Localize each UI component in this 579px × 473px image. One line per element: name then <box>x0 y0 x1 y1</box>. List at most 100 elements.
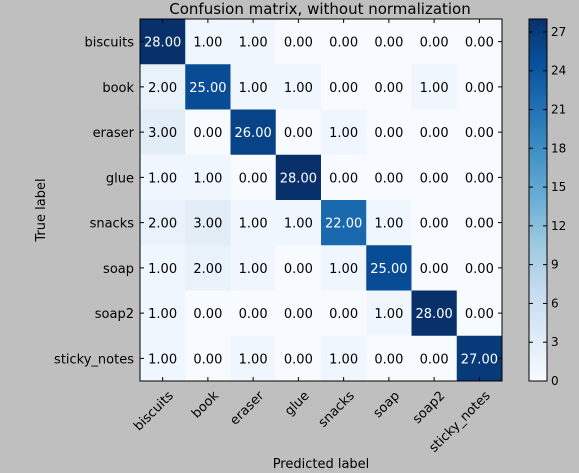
cell-value-label: 3.00 <box>193 217 222 232</box>
heatmap-cell <box>230 245 277 291</box>
cell-value-label: 0.00 <box>284 36 313 51</box>
cell-value-label: 0.00 <box>193 352 222 367</box>
heatmap-cell <box>366 245 412 291</box>
cell-value-label: 1.00 <box>374 217 403 232</box>
x-tick-label: book <box>189 388 222 421</box>
colorbar-tick-label: 9 <box>551 258 559 272</box>
heatmap-cell <box>366 64 412 110</box>
cell-value-label: 1.00 <box>420 81 449 96</box>
heatmap-cell <box>321 290 367 337</box>
heatmap-cell <box>230 154 277 201</box>
cell-value-label: 0.00 <box>420 36 449 51</box>
cell-value-label: 0.00 <box>374 36 403 51</box>
cell-value-label: 0.00 <box>465 307 494 322</box>
heatmap-cell <box>366 335 412 382</box>
heatmap-cell <box>275 200 322 246</box>
heatmap-cell <box>140 335 186 382</box>
cell-value-label: 1.00 <box>148 262 177 277</box>
heatmap-cell <box>456 200 503 246</box>
colorbar-tick-label: 24 <box>551 64 566 78</box>
y-tick-labels: biscuits book eraser glue snacks soap soap2 sti… <box>54 36 502 367</box>
colorbar-tick-label: 27 <box>551 25 566 39</box>
plot-frame <box>139 18 503 382</box>
heatmap-cell <box>321 154 367 201</box>
cell-value-label: 25.00 <box>189 81 226 96</box>
x-tick-label: eraser <box>227 388 267 428</box>
heatmap-cell <box>411 245 458 291</box>
heatmap-cell <box>411 290 458 337</box>
cell-value-label: 3.00 <box>148 126 177 141</box>
heatmap-cell <box>321 64 367 110</box>
heatmap-cell <box>230 109 277 156</box>
x-tick-label: soap2 <box>410 389 448 427</box>
colorbar: 0 3 6 9 12 15 18 21 24 27 <box>528 18 566 388</box>
cell-value-label: 1.00 <box>239 36 268 51</box>
heatmap-cell <box>411 200 458 246</box>
heatmap-cell <box>230 290 277 337</box>
heatmap-cell <box>411 109 458 156</box>
cell-value-label: 28.00 <box>144 36 181 51</box>
y-tick-label: biscuits <box>84 36 134 51</box>
cell-value-label: 1.00 <box>148 307 177 322</box>
y-tick-label: soap2 <box>95 307 134 322</box>
colorbar-tick-label: 15 <box>551 180 566 194</box>
heatmap-cell <box>140 200 186 246</box>
cell-value-label: 0.00 <box>329 307 358 322</box>
heatmap-cell <box>275 290 322 337</box>
colorbar-tick-label: 0 <box>551 374 559 388</box>
heatmap-cell <box>411 64 458 110</box>
cell-value-label: 0.00 <box>420 171 449 186</box>
heatmap-cell <box>185 245 231 291</box>
cell-value-label: 1.00 <box>239 352 268 367</box>
y-tick-label: snacks <box>90 217 135 232</box>
y-tick-label: eraser <box>93 126 135 141</box>
colorbar-gradient <box>528 18 548 382</box>
heatmap-cell <box>411 154 458 201</box>
colorbar-tick-label: 6 <box>551 296 559 310</box>
cell-value-label: 1.00 <box>239 217 268 232</box>
cell-value-label: 22.00 <box>325 217 362 232</box>
heatmap-cell <box>366 154 412 201</box>
heatmap-cell <box>456 64 503 110</box>
heatmap-cell <box>185 200 231 246</box>
heatmap-cell <box>230 64 277 110</box>
heatmap-cell <box>140 245 186 291</box>
heatmap-cell <box>366 109 412 156</box>
heatmap-cell <box>321 245 367 291</box>
cell-value-label: 0.00 <box>465 126 494 141</box>
cell-value-label: 1.00 <box>374 307 403 322</box>
heatmap-cell <box>275 154 322 201</box>
heatmap-cells: 28.00 1.00 1.00 0.00 0.00 0.00 0.00 0.00 2.00 25.… <box>139 18 503 382</box>
y-tick-label: book <box>102 81 134 96</box>
cell-value-label: 0.00 <box>465 171 494 186</box>
y-tick-label: sticky_notes <box>54 352 134 367</box>
cell-value-label: 0.00 <box>284 126 313 141</box>
cell-value-label: 0.00 <box>374 352 403 367</box>
heatmap-cell <box>366 200 412 246</box>
heatmap-cell <box>140 109 186 156</box>
heatmap-cell <box>140 19 186 65</box>
cell-value-label: 27.00 <box>461 352 498 367</box>
heatmap-cell <box>275 335 322 382</box>
cell-value-label: 26.00 <box>235 126 272 141</box>
cell-value-label: 0.00 <box>193 307 222 322</box>
heatmap-cell <box>230 200 277 246</box>
heatmap-cell <box>185 19 231 65</box>
cell-value-label: 0.00 <box>420 352 449 367</box>
cell-value-label: 1.00 <box>239 262 268 277</box>
cell-value-label: 1.00 <box>193 171 222 186</box>
cell-value-label: 28.00 <box>416 307 453 322</box>
cell-value-label: 0.00 <box>284 262 313 277</box>
heatmap-cell <box>185 109 231 156</box>
cell-value-label: 28.00 <box>280 171 317 186</box>
heatmap-cell <box>275 109 322 156</box>
colorbar-tick-label: 12 <box>551 219 566 233</box>
heatmap-cell <box>230 19 277 65</box>
y-tick-label: soap <box>103 262 134 277</box>
heatmap-cell <box>140 154 186 201</box>
cell-value-label: 1.00 <box>329 262 358 277</box>
heatmap-cell <box>230 335 277 382</box>
heatmap-cell <box>185 335 231 382</box>
cell-value-label: 0.00 <box>329 81 358 96</box>
chart-title: Confusion matrix, without normalization <box>169 0 471 18</box>
